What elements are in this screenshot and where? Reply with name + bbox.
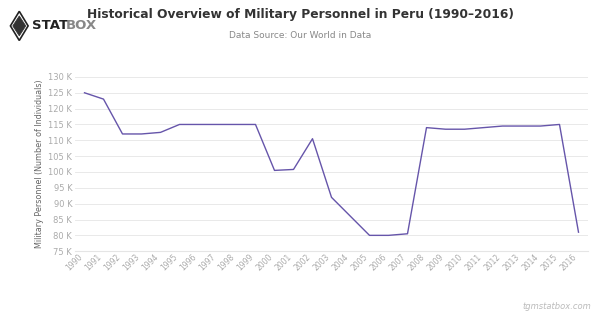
Text: Data Source: Our World in Data: Data Source: Our World in Data [229, 31, 371, 41]
Polygon shape [10, 11, 28, 41]
Text: STAT: STAT [32, 19, 68, 32]
Y-axis label: Military Personnel (Number of Individuals): Military Personnel (Number of Individual… [35, 80, 44, 248]
Text: Historical Overview of Military Personnel in Peru (1990–2016): Historical Overview of Military Personne… [86, 8, 514, 21]
Text: tgmstatbox.com: tgmstatbox.com [522, 302, 591, 311]
Polygon shape [13, 16, 26, 36]
Text: BOX: BOX [66, 19, 97, 32]
